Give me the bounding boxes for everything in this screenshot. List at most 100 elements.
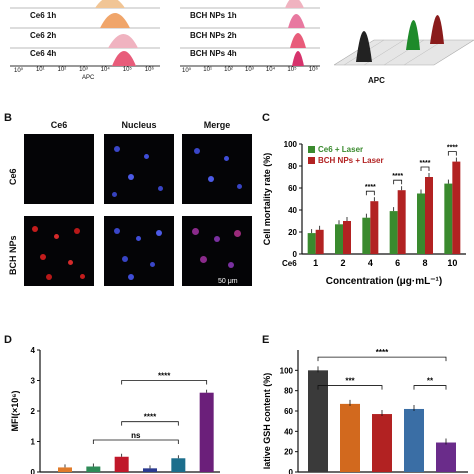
x-tick: 10⁰ <box>14 68 24 74</box>
x-tick: 10⁵ <box>122 67 132 73</box>
ce6-dot <box>32 226 38 232</box>
histogram-3d-peak <box>406 20 420 50</box>
histogram-peak <box>290 33 306 48</box>
significance-label: **** <box>392 173 403 180</box>
micrograph-bch-nucleus <box>104 216 174 286</box>
col-title-ce6: Ce6 <box>50 120 68 130</box>
nucleus-dot <box>144 154 149 159</box>
histogram-peak <box>100 13 130 28</box>
bar <box>362 217 371 254</box>
x-tick: 10⁵ <box>287 67 297 73</box>
significance-bracket <box>365 190 375 196</box>
x-ticks-hist1: 10⁰ 10¹ 10² 10³ 10⁴ 10⁵ 10⁶ <box>14 67 154 74</box>
scale-bar <box>226 288 246 290</box>
x-tick: 10¹ <box>203 67 212 73</box>
ce6-dot <box>80 274 85 279</box>
x-label-3d: APC <box>368 76 385 85</box>
merge-dot <box>228 262 234 268</box>
nucleus-dot <box>156 230 162 236</box>
histogram-peak <box>288 14 305 28</box>
nucleus-dot <box>128 274 134 280</box>
y-axis-label: Cell mortality rate (%) <box>262 153 272 246</box>
legend-label: Ce6 + Laser <box>318 145 363 154</box>
ce6-dot <box>54 234 59 239</box>
nucleus-dot <box>158 186 163 191</box>
y-tick-label: 100 <box>284 140 298 149</box>
bar <box>308 370 328 472</box>
histogram-peak <box>95 0 125 8</box>
legend-swatch <box>308 157 315 164</box>
scale-bar-label: 50 μm <box>218 278 238 285</box>
x-label-hist1: APC <box>82 75 95 81</box>
ce6-dot <box>46 274 52 280</box>
col-title-nucleus: Nucleus <box>121 120 157 130</box>
y-tick-label: 3 <box>31 377 36 386</box>
x-tick: 10² <box>57 67 67 73</box>
micrograph-ce6-nucleus <box>104 134 174 204</box>
histogram-peak <box>112 51 136 66</box>
nucleus-dot <box>194 148 200 154</box>
significance-label: **** <box>376 348 389 357</box>
bar <box>143 468 157 472</box>
merge-dot <box>234 230 241 237</box>
bar <box>171 458 186 472</box>
significance-bracket <box>92 439 179 444</box>
x-tick-label: 4 <box>368 258 373 268</box>
x-tick-label: 8 <box>422 258 427 268</box>
x-tick: 10⁶ <box>144 67 154 73</box>
nucleus-dot <box>150 262 155 267</box>
significance-bracket <box>413 385 447 390</box>
significance-bracket <box>420 166 430 171</box>
bar <box>436 442 456 472</box>
panel-a: Ce6 1h Ce6 2h Ce6 4h 10⁰ 10¹ 10² 10³ 10⁴… <box>0 0 474 95</box>
nucleus-dot <box>114 146 120 152</box>
bar <box>397 190 406 254</box>
y-tick-label: 80 <box>284 387 293 396</box>
histogram-3d-peak <box>356 31 372 62</box>
bar <box>335 224 343 254</box>
y-axis-label: MFI(×10⁶) <box>10 391 20 432</box>
legend-label: BCH NPs + Laser <box>318 156 384 165</box>
significance-label: *** <box>345 377 355 386</box>
x-prefix-label: Ce6 <box>282 259 297 268</box>
bar <box>86 466 101 472</box>
y-tick-label: 20 <box>288 228 297 237</box>
row-label-bch: BCH NPs <box>8 235 18 275</box>
x-tick: 10² <box>224 67 233 73</box>
x-tick: 10³ <box>245 67 254 73</box>
bar <box>417 193 425 254</box>
panel-c-label: C <box>262 112 270 124</box>
col-title-merge: Merge <box>203 120 231 130</box>
histogram-3d-peak <box>430 15 444 44</box>
y-tick-label: 0 <box>293 250 298 259</box>
hist-label-bch-4h: BCH NPs 4h <box>190 49 237 58</box>
histogram-3d <box>334 15 474 66</box>
histogram-ce6 <box>10 0 160 67</box>
bar <box>389 211 398 254</box>
y-tick-label: 0 <box>289 468 294 474</box>
hist-label-ce6-4h: Ce6 4h <box>30 49 57 58</box>
chart-cell-mortality: 0 20 40 60 80 100 Cell mortality rate (%) 1 2 4 6 8… <box>262 140 466 287</box>
bar <box>58 467 72 472</box>
micrograph-ce6-merge <box>182 134 252 204</box>
histogram-bch <box>180 0 320 67</box>
significance-bracket <box>121 421 179 426</box>
x-tick: 10⁴ <box>265 67 276 73</box>
significance-bracket <box>317 356 447 362</box>
bar <box>114 456 129 472</box>
significance-label: **** <box>158 372 171 381</box>
y-tick-label: 0 <box>31 468 36 474</box>
significance-label: **** <box>420 160 431 167</box>
merge-dot <box>200 256 207 263</box>
panel-d-label: D <box>4 334 12 346</box>
panel-e-label: E <box>262 334 270 346</box>
histogram-peak <box>285 0 304 8</box>
significance-label: ** <box>427 377 434 386</box>
y-tick-label: 20 <box>284 448 293 457</box>
x-tick: 10⁴ <box>100 67 110 73</box>
x-axis-label: Concentration (μg·mL⁻¹) <box>326 276 442 287</box>
x-tick-label: 10 <box>447 258 457 268</box>
bar <box>340 403 360 472</box>
